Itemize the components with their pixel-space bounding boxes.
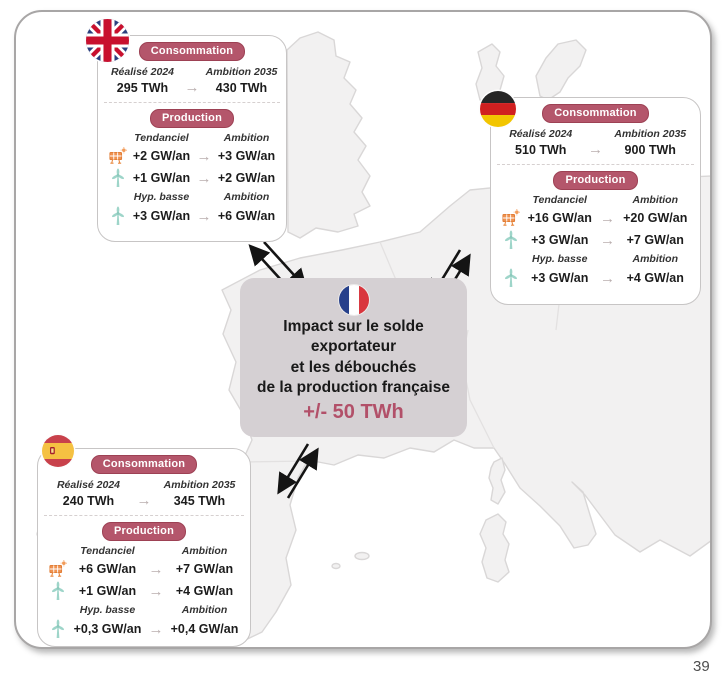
consumption-badge: Consommation xyxy=(542,104,649,123)
trend-label: Tendanciel xyxy=(80,545,135,557)
wind-ambition-value: +2 GW/an xyxy=(217,171,276,185)
consumption-realized-value: 510 TWh xyxy=(515,142,567,157)
page-number: 39 xyxy=(693,658,710,675)
wind-low-value: +3 GW/an xyxy=(531,271,589,285)
arrow-right-icon: → xyxy=(196,147,212,165)
ambition-label: Ambition xyxy=(181,545,228,557)
map-corsica xyxy=(488,457,506,505)
consumption-realized-value: 295 TWh xyxy=(116,80,169,95)
ambition-2035-label: Ambition 2035 xyxy=(614,128,687,140)
dashed-divider xyxy=(497,164,694,165)
production-badge: Production xyxy=(101,522,187,541)
impact-text-line: de la production française xyxy=(257,379,450,397)
low-hypothesis-label: Hyp. basse xyxy=(79,604,136,616)
ambition-label: Ambition xyxy=(632,253,679,265)
map-sardinia xyxy=(479,513,510,583)
center-impact-box: Impact sur le solde exportateur et les d… xyxy=(240,278,467,437)
realized-label: Réalisé 2024 xyxy=(110,66,175,78)
solar-panel-icon xyxy=(499,209,523,227)
realized-label: Réalisé 2024 xyxy=(509,128,573,140)
wind-ambition-value: +7 GW/an xyxy=(626,233,684,247)
country-card-germany: Consommation Réalisé 2024 Ambition 2035 … xyxy=(480,91,701,305)
spain-flag-icon xyxy=(42,435,74,467)
impact-text-line: et les débouchés xyxy=(290,358,417,376)
arrow-right-icon: → xyxy=(600,231,615,249)
production-badge: Production xyxy=(553,171,638,190)
consumption-ambition-value: 430 TWh xyxy=(215,80,268,95)
consumption-ambition-value: 900 TWh xyxy=(624,142,676,157)
wind-low-value: +0,3 GW/an xyxy=(73,622,142,636)
wind-trend-value: +1 GW/an xyxy=(132,171,191,185)
ambition-2035-label: Ambition 2035 xyxy=(163,479,236,491)
arrow-right-icon: → xyxy=(196,169,212,187)
arrow-right-icon: → xyxy=(148,620,164,638)
country-card-uk: Consommation Réalisé 2024 Ambition 2035 … xyxy=(86,19,287,242)
country-card-spain: Consommation Réalisé 2024 Ambition 2035 … xyxy=(37,435,251,647)
solar-ambition-value: +3 GW/an xyxy=(217,149,276,163)
wind-low-ambition-value: +0,4 GW/an xyxy=(170,622,239,636)
arrow-right-icon: → xyxy=(600,209,615,227)
wind-turbine-icon xyxy=(106,206,130,226)
solar-trend-value: +16 GW/an xyxy=(527,211,592,225)
wind-trend-value: +1 GW/an xyxy=(78,584,137,598)
wind-low-value: +3 GW/an xyxy=(132,209,191,223)
map-great-britain xyxy=(286,31,371,239)
dashed-divider xyxy=(44,515,244,516)
arrow-right-icon: → xyxy=(600,269,615,287)
realized-label: Réalisé 2024 xyxy=(56,479,121,491)
solar-ambition-value: +7 GW/an xyxy=(175,562,234,576)
ambition-label: Ambition xyxy=(223,191,270,203)
arrow-right-icon: → xyxy=(184,79,200,96)
arrow-right-icon: → xyxy=(148,582,164,600)
consumption-badge: Consommation xyxy=(90,455,198,474)
consumption-section: Réalisé 2024 Ambition 2035 510 TWh → 900… xyxy=(491,125,700,157)
consumption-section: Réalisé 2024 Ambition 2035 295 TWh → 430… xyxy=(98,63,286,95)
production-section: Tendanciel Ambition +6 GW/an → +7 GW/an … xyxy=(38,543,250,645)
low-hypothesis-label: Hyp. basse xyxy=(532,253,588,265)
arrow-right-icon: → xyxy=(148,560,164,578)
wind-turbine-icon xyxy=(499,268,523,288)
solar-trend-value: +2 GW/an xyxy=(132,149,191,163)
consumption-section: Réalisé 2024 Ambition 2035 240 TWh → 345… xyxy=(38,476,250,508)
wind-ambition-value: +4 GW/an xyxy=(175,584,234,598)
uk-flag-icon xyxy=(86,19,129,62)
trend-label: Tendanciel xyxy=(532,194,587,206)
wind-low-ambition-value: +4 GW/an xyxy=(626,271,684,285)
france-flag-icon xyxy=(338,285,369,315)
ambition-label: Ambition xyxy=(223,132,270,144)
ambition-label: Ambition xyxy=(181,604,228,616)
map-sweden xyxy=(535,39,587,101)
impact-text-line: exportateur xyxy=(310,338,397,356)
production-section: Tendanciel Ambition +2 GW/an → +3 GW/an … xyxy=(98,130,286,232)
arrow-right-icon: → xyxy=(136,492,152,509)
solar-trend-value: +6 GW/an xyxy=(78,562,137,576)
wind-trend-value: +3 GW/an xyxy=(531,233,589,247)
wind-turbine-icon xyxy=(46,619,70,639)
consumption-realized-value: 240 TWh xyxy=(62,493,115,508)
arrow-right-icon: → xyxy=(196,207,212,225)
dashed-divider xyxy=(104,102,280,103)
ambition-2035-label: Ambition 2035 xyxy=(205,66,278,78)
germany-flag-icon xyxy=(480,91,516,127)
production-section: Tendanciel Ambition +16 GW/an → +20 GW/a… xyxy=(491,192,700,294)
production-badge: Production xyxy=(149,109,235,128)
impact-text-line: Impact sur le solde xyxy=(283,318,424,335)
solar-panel-icon xyxy=(106,147,130,165)
low-hypothesis-label: Hyp. basse xyxy=(133,191,190,203)
consumption-ambition-value: 345 TWh xyxy=(173,493,226,508)
wind-turbine-icon xyxy=(499,230,523,250)
solar-panel-icon xyxy=(46,560,70,578)
consumption-badge: Consommation xyxy=(138,42,246,61)
wind-low-ambition-value: +6 GW/an xyxy=(217,209,276,223)
wind-turbine-icon xyxy=(46,581,70,601)
trend-label: Tendanciel xyxy=(134,132,189,144)
ambition-label: Ambition xyxy=(632,194,679,206)
wind-turbine-icon xyxy=(106,168,130,188)
impact-value: +/- 50 TWh xyxy=(303,400,404,423)
arrow-right-icon: → xyxy=(588,141,603,158)
solar-ambition-value: +20 GW/an xyxy=(623,211,688,225)
